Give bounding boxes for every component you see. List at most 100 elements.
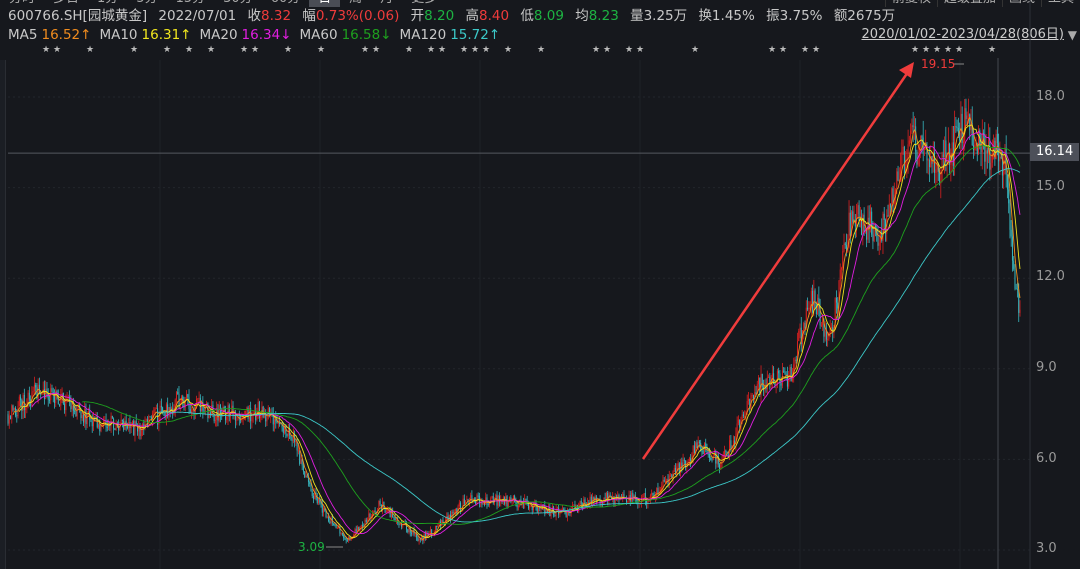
candle-body xyxy=(275,418,277,422)
event-star-icon[interactable]: ★ xyxy=(207,45,216,55)
event-star-icon[interactable]: ★ xyxy=(944,45,953,55)
event-star-icon[interactable]: ★ xyxy=(504,45,513,55)
event-star-icon[interactable]: ★ xyxy=(185,45,194,55)
candle-body xyxy=(98,424,100,428)
event-star-icon[interactable]: ★ xyxy=(955,45,964,55)
candle-body xyxy=(203,410,205,412)
event-star-icon[interactable]: ★ xyxy=(603,45,612,55)
event-star-icon[interactable]: ★ xyxy=(460,45,469,55)
candle-body xyxy=(354,529,356,535)
candle-body xyxy=(385,510,387,513)
event-star-icon[interactable]: ★ xyxy=(768,45,777,55)
candle-body xyxy=(343,534,345,538)
candle-body xyxy=(287,429,289,437)
ma-line-MA20 xyxy=(31,130,1021,536)
tool-2[interactable]: 画线 xyxy=(1001,0,1041,7)
candle-body xyxy=(840,267,842,270)
event-star-icon[interactable]: ★ xyxy=(779,45,788,55)
candle-body xyxy=(80,408,82,419)
event-star-icon[interactable]: ★ xyxy=(471,45,480,55)
candle-body xyxy=(340,532,342,534)
candle-body xyxy=(604,497,606,499)
candle-body xyxy=(778,370,780,374)
event-star-icon[interactable]: ★ xyxy=(284,45,293,55)
candle-body xyxy=(873,225,875,242)
tab-10[interactable]: 更多 xyxy=(402,0,446,7)
tool-3[interactable]: 工具 xyxy=(1040,0,1080,7)
event-star-icon[interactable]: ★ xyxy=(163,45,172,55)
event-star-icon[interactable]: ★ xyxy=(427,45,436,55)
candle-body xyxy=(844,243,846,246)
event-star-icon[interactable]: ★ xyxy=(317,45,326,55)
event-star-icon[interactable]: ★ xyxy=(53,45,62,55)
event-star-icon[interactable]: ★ xyxy=(42,45,51,55)
candle-body xyxy=(395,520,397,522)
tab-9[interactable]: 月 xyxy=(371,0,402,7)
candle-body xyxy=(825,330,827,340)
event-star-icon[interactable]: ★ xyxy=(801,45,810,55)
candle-body xyxy=(174,399,176,410)
tab-4[interactable]: 15分 xyxy=(167,0,215,7)
event-star-icon[interactable]: ★ xyxy=(812,45,821,55)
event-star-icon[interactable]: ★ xyxy=(922,45,931,55)
candle-body xyxy=(482,501,484,505)
tab-6[interactable]: 60分 xyxy=(262,0,310,7)
tab-3[interactable]: 5分 xyxy=(127,0,166,7)
event-star-icon[interactable]: ★ xyxy=(130,45,139,55)
event-star-icon[interactable]: ★ xyxy=(691,45,700,55)
tab-1[interactable]: 多日 xyxy=(44,0,88,7)
candle-body xyxy=(196,398,198,404)
tool-1[interactable]: 超级叠加 xyxy=(936,0,1002,7)
candle-body xyxy=(839,269,841,281)
candle-body xyxy=(759,377,761,395)
event-star-icon[interactable]: ★ xyxy=(911,45,920,55)
candle-body xyxy=(756,384,758,395)
candle-body xyxy=(441,519,443,527)
event-star-icon[interactable]: ★ xyxy=(537,45,546,55)
candle-body xyxy=(334,524,336,526)
dropdown-triangle-icon[interactable]: ▼ xyxy=(1067,28,1077,42)
event-star-icon[interactable]: ★ xyxy=(361,45,370,55)
candle-body xyxy=(722,455,724,458)
candle-body xyxy=(1006,174,1008,190)
tab-7[interactable]: 日 xyxy=(309,0,341,7)
tab-8[interactable]: 周 xyxy=(340,0,371,7)
candle-body xyxy=(304,471,306,478)
candle-body xyxy=(646,501,648,505)
tab-5[interactable]: 30分 xyxy=(214,0,262,7)
tab-0[interactable]: 分时 xyxy=(0,0,44,7)
event-star-icon[interactable]: ★ xyxy=(636,45,645,55)
candle-body xyxy=(961,113,963,144)
event-star-icon[interactable]: ★ xyxy=(988,45,997,55)
candle-body xyxy=(169,407,171,412)
candle-body xyxy=(895,189,897,195)
event-star-icon[interactable]: ★ xyxy=(482,45,491,55)
candle-body xyxy=(336,527,338,529)
event-star-icon[interactable]: ★ xyxy=(438,45,447,55)
candle-body xyxy=(721,457,723,465)
event-star-icon[interactable]: ★ xyxy=(625,45,634,55)
event-star-icon[interactable]: ★ xyxy=(240,45,249,55)
event-star-icon[interactable]: ★ xyxy=(86,45,95,55)
candle-body xyxy=(223,406,225,409)
candle-body xyxy=(751,395,753,397)
candle-body xyxy=(717,455,719,465)
candle-body xyxy=(460,502,462,512)
tool-0[interactable]: 前复权 xyxy=(884,0,937,7)
event-star-icon[interactable]: ★ xyxy=(933,45,942,55)
candle-body xyxy=(392,511,394,518)
event-star-icon[interactable]: ★ xyxy=(251,45,260,55)
candle-body xyxy=(969,114,971,131)
tab-2[interactable]: 1分 xyxy=(88,0,127,7)
event-star-icon[interactable]: ★ xyxy=(592,45,601,55)
event-star-icon[interactable]: ★ xyxy=(405,45,414,55)
min-price-label: 3.09 xyxy=(298,540,325,554)
candle-body xyxy=(209,412,211,416)
date-range-selector[interactable]: 2020/01/02-2023/04/28(806日) xyxy=(861,27,1064,42)
candle-body xyxy=(233,412,235,416)
candle-body xyxy=(188,397,190,409)
event-star-icon[interactable]: ★ xyxy=(372,45,381,55)
candle-body xyxy=(394,518,396,521)
candle-body xyxy=(369,513,371,518)
